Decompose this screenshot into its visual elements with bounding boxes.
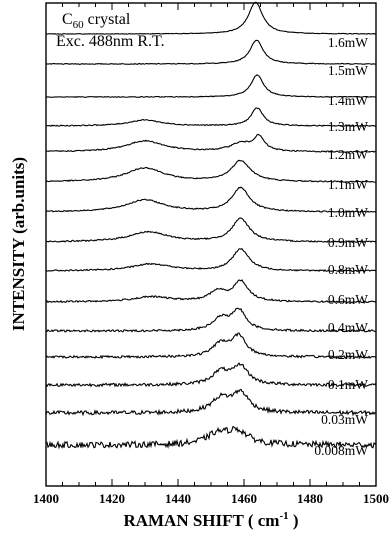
x-tick-label-1500: 1500 <box>363 491 389 506</box>
spectrum-trace-0.4mW <box>45 307 377 333</box>
spectrum-trace-0.6mW <box>45 279 377 304</box>
x-axis-title: RAMAN SHIFT ( cm-1 ) <box>123 510 298 530</box>
spectrum-trace-1.5mW <box>45 39 377 65</box>
series-label-1.1mW: 1.1mW <box>328 177 368 192</box>
excitation-annotation: Exc. 488nm R.T. <box>56 33 165 50</box>
series-label-1.5mW: 1.5mW <box>328 63 368 78</box>
series-labels: 1.6mW 1.5mW 1.4mW 1.3mW 1.2mW 1.1mW 1.0mW 0.9mW… <box>314 35 368 458</box>
series-label-1.3mW: 1.3mW <box>328 119 368 134</box>
series-label-1.0mW: 1.0mW <box>328 205 368 220</box>
x-axis-ticks <box>45 3 377 486</box>
x-tick-label-1400: 1400 <box>33 491 59 506</box>
x-tick-label-1440: 1440 <box>165 491 191 506</box>
x-tick-label-1480: 1480 <box>297 491 323 506</box>
series-label-0.6mW: 0.6mW <box>328 292 368 307</box>
series-label-1.4mW: 1.4mW <box>328 93 368 108</box>
spectrum-trace-1.4mW <box>45 74 377 98</box>
x-tick-label-1420: 1420 <box>99 491 125 506</box>
series-label-0.8mW: 0.8mW <box>328 262 368 277</box>
x-axis-tick-labels: 1400 1420 1440 1460 1480 1500 <box>33 491 389 506</box>
series-label-0.2mW: 0.2mW <box>328 347 368 362</box>
series-label-0.1mW: 0.1mW <box>328 377 368 392</box>
spectrum-trace-1.3mW <box>45 107 377 128</box>
spectrum-trace-0.03mW <box>45 388 377 417</box>
spectrum-trace-1.0mW <box>45 186 377 213</box>
series-label-0.03mW: 0.03mW <box>321 412 368 427</box>
x-tick-label-1460: 1460 <box>231 491 257 506</box>
spectrum-trace-0.8mW <box>45 247 377 273</box>
spectra-traces <box>45 1 377 450</box>
spectrum-trace-1.1mW <box>45 159 377 183</box>
y-axis-title: INTENSITY (arb.units) <box>9 157 28 331</box>
spectrum-trace-0.1mW <box>45 362 377 388</box>
series-label-1.2mW: 1.2mW <box>328 147 368 162</box>
series-label-0.4mW: 0.4mW <box>328 320 368 335</box>
spectrum-trace-0.9mW <box>45 217 377 244</box>
spectrum-trace-0.008mW <box>45 425 377 450</box>
spectrum-trace-1.6mW <box>45 1 377 35</box>
series-label-0.008mW: 0.008mW <box>314 443 368 458</box>
spectrum-trace-0.2mW <box>45 332 377 360</box>
series-label-0.9mW: 0.9mW <box>328 235 368 250</box>
spectrum-trace-1.2mW <box>45 133 377 153</box>
sample-annotation: C60 crystal <box>62 11 131 31</box>
series-label-1.6mW: 1.6mW <box>328 35 368 50</box>
